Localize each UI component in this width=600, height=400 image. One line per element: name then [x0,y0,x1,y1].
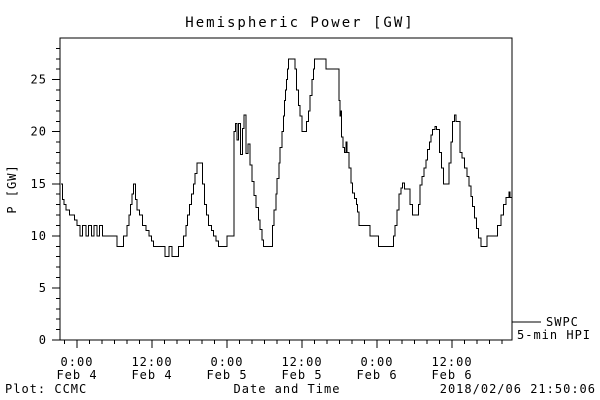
legend-label-line1: SWPC [546,315,579,329]
x-tick-date-label: Feb 4 [56,368,97,382]
legend-label-line2: 5-min HPI [517,328,591,342]
y-tick-label: 25 [31,73,47,87]
x-tick-date-label: Feb 5 [281,368,322,382]
x-tick-date-label: Feb 6 [356,368,397,382]
y-tick-label: 20 [31,125,47,139]
plot-frame [59,37,513,341]
x-tick-time-label: 12:00 [431,355,472,369]
chart-title: Hemispheric Power [GW] [185,15,414,31]
data-series-swpc-5min-hpi [61,58,512,258]
y-tick-label: 5 [39,281,47,295]
axis-ticks [52,47,503,348]
x-tick-time-label: 12:00 [281,355,322,369]
x-axis-label: Date and Time [234,382,341,396]
plot-source-label: Plot: CCMC [5,382,87,396]
frame-border [59,37,513,341]
x-tick-time-label: 0:00 [211,355,244,369]
y-axis-tick-labels: 0 5 10 15 20 25 [31,73,47,347]
x-tick-time-label: 0:00 [61,355,94,369]
y-axis-label: P [GW] [5,164,19,213]
y-tick-label: 10 [31,229,47,243]
y-tick-label: 0 [39,333,47,347]
legend: SWPC 5-min HPI [512,315,591,342]
plot-timestamp: 2018/02/06 21:50:06 [440,382,596,396]
x-tick-date-label: Feb 4 [131,368,172,382]
x-tick-time-label: 12:00 [131,355,172,369]
x-tick-time-label: 0:00 [361,355,394,369]
x-tick-date-label: Feb 5 [206,368,247,382]
tick-marks [52,47,503,348]
hpi-step-line [61,58,512,258]
y-tick-label: 15 [31,177,47,191]
x-tick-date-label: Feb 6 [431,368,472,382]
